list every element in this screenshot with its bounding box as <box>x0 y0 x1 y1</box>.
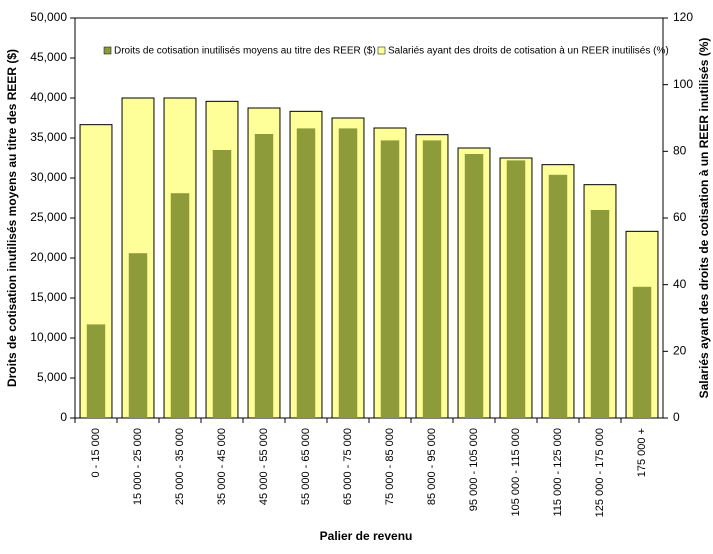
y-tick-label: 50,000 <box>30 10 67 24</box>
legend-swatch <box>103 46 112 55</box>
x-tick-label: 125 000 - 175 000 <box>594 428 606 517</box>
y2-tick-label: 80 <box>673 144 687 158</box>
y-tick-label: 25,000 <box>30 210 67 224</box>
x-tick-label: 15 000 - 25 000 <box>132 428 144 505</box>
y2-tick-label: 40 <box>673 277 687 291</box>
bar <box>506 160 526 418</box>
plot-area <box>74 17 664 419</box>
x-axis-title: Palier de revenu <box>320 529 413 543</box>
legend-swatch <box>377 46 386 55</box>
bar <box>632 286 652 418</box>
x-tick-label: 55 000 - 65 000 <box>300 428 312 505</box>
bar <box>296 128 316 418</box>
bar <box>380 140 400 418</box>
legend-label: Salariés ayant des droits de cotisation … <box>388 46 669 57</box>
bar <box>464 154 484 418</box>
x-tick-label: 0 - 15 000 <box>90 428 102 478</box>
y-tick-label: 30,000 <box>30 170 67 184</box>
bar <box>422 140 442 418</box>
bar <box>254 134 274 418</box>
x-tick-label: 75 000 - 85 000 <box>384 428 396 505</box>
bar <box>128 253 148 418</box>
y2-tick-label: 20 <box>673 344 687 358</box>
x-tick-label: 175 000 + <box>636 428 648 477</box>
bar <box>86 324 106 418</box>
bar <box>212 150 232 418</box>
x-tick-label: 65 000 - 75 000 <box>342 428 354 505</box>
bar <box>170 193 190 418</box>
y2-tick-label: 60 <box>673 210 687 224</box>
y-axis-title: Droits de cotisation inutilisés moyens a… <box>5 49 19 387</box>
y2-tick-label: 120 <box>673 10 693 24</box>
y-tick-label: 45,000 <box>30 50 67 64</box>
bar <box>548 174 568 418</box>
y-tick-label: 0 <box>60 410 67 424</box>
legend-label: Droits de cotisation inutilisés moyens a… <box>114 46 376 57</box>
y2-tick-label: 100 <box>673 77 693 91</box>
x-tick-label: 105 000 - 115 000 <box>510 428 522 516</box>
x-tick-label: 95 000 - 105 000 <box>468 428 480 511</box>
y-tick-label: 5,000 <box>37 370 67 384</box>
y2-tick-label: 0 <box>673 410 680 424</box>
bar <box>590 210 610 418</box>
x-tick-label: 35 000 - 45 000 <box>216 428 228 505</box>
x-tick-label: 85 000 - 95 000 <box>426 428 438 505</box>
bar <box>338 128 358 418</box>
y-tick-label: 35,000 <box>30 130 67 144</box>
y-tick-label: 40,000 <box>30 90 67 104</box>
legend: Droits de cotisation inutilisés moyens a… <box>103 46 669 57</box>
y-tick-label: 10,000 <box>30 330 67 344</box>
y2-axis-title: Salariés ayant des droits de cotisation … <box>697 38 711 399</box>
y-tick-label: 15,000 <box>30 290 67 304</box>
x-tick-label: 115 000 - 125 000 <box>552 428 564 516</box>
y-tick-label: 20,000 <box>30 250 67 264</box>
x-tick-label: 45 000 - 55 000 <box>258 428 270 505</box>
x-tick-label: 25 000 - 35 000 <box>174 428 186 505</box>
